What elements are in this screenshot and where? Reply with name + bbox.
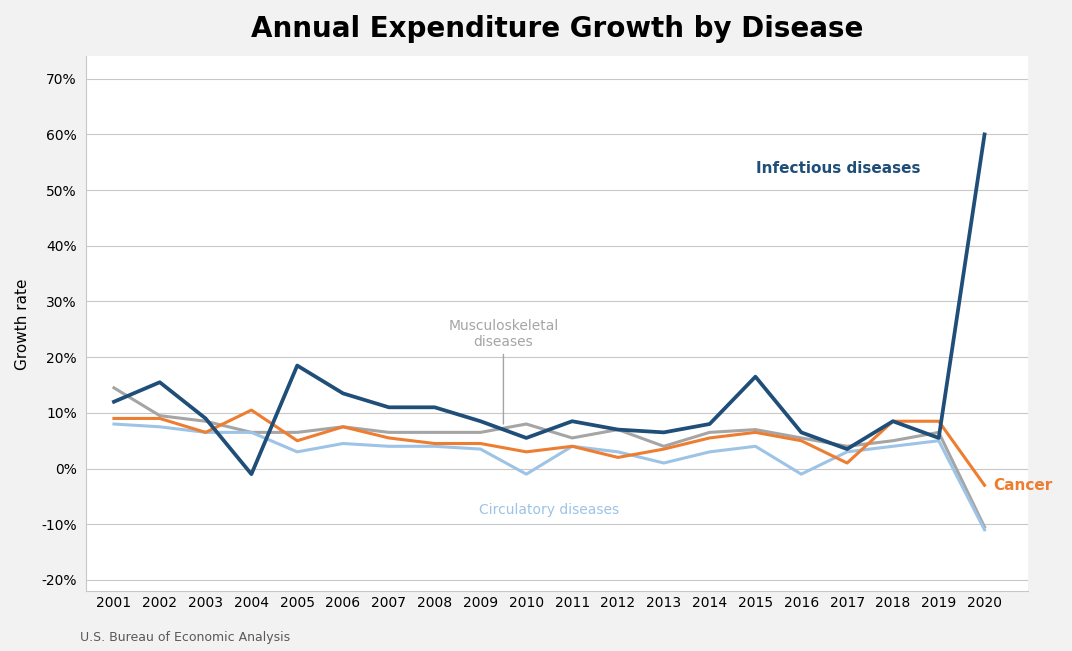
Text: U.S. Bureau of Economic Analysis: U.S. Bureau of Economic Analysis <box>80 631 291 644</box>
Text: Infectious diseases: Infectious diseases <box>756 161 921 176</box>
Title: Annual Expenditure Growth by Disease: Annual Expenditure Growth by Disease <box>251 15 863 43</box>
Y-axis label: Growth rate: Growth rate <box>15 278 30 370</box>
Text: Cancer: Cancer <box>994 478 1053 493</box>
Text: Musculoskeletal
diseases: Musculoskeletal diseases <box>448 318 559 424</box>
Text: Circulatory diseases: Circulatory diseases <box>479 503 620 517</box>
